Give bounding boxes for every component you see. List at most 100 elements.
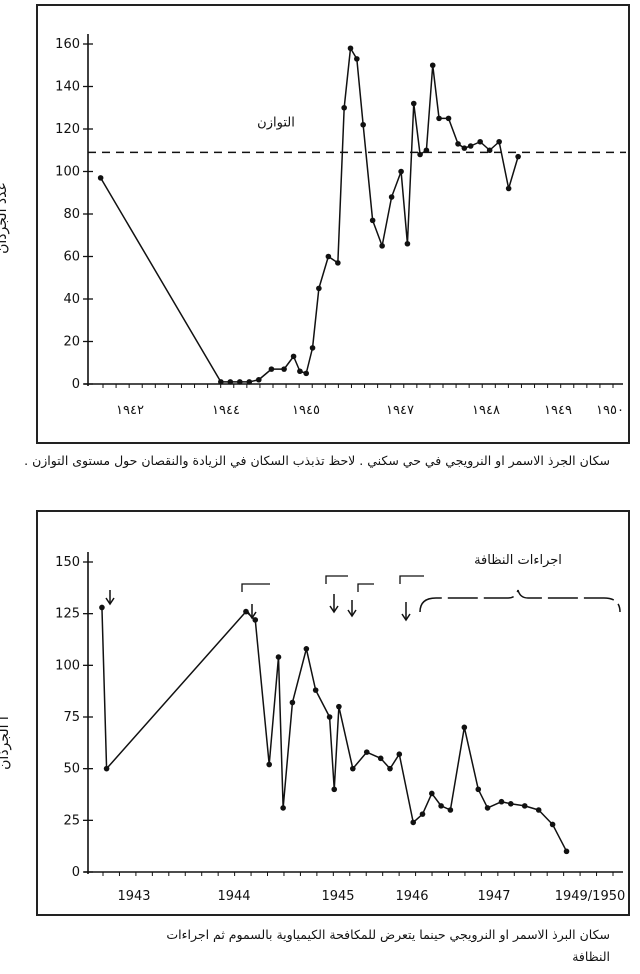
chart-2-data-point — [336, 703, 342, 710]
chart-2-data-point — [410, 819, 417, 826]
chart-2-data-point — [243, 608, 249, 615]
chart-1-data-point — [417, 151, 423, 158]
chart-1-data-point — [303, 370, 310, 377]
chart-1-x-tick-label: ١٩٤٤ — [212, 403, 240, 418]
chart-1-data-point — [297, 368, 303, 375]
chart-2-data-point — [99, 604, 105, 611]
chart-1-x-tick-label: ١٩٤٧ — [386, 403, 414, 418]
chart-2-data-point — [275, 654, 282, 660]
chart-1-data-point — [436, 115, 442, 122]
chart-2-cleanup-brace — [419, 589, 621, 613]
chart-1-data-point — [410, 100, 417, 107]
chart-2-arrow-head — [105, 597, 115, 606]
chart-2-data-point — [377, 755, 384, 762]
chart-2-data-point — [475, 786, 482, 793]
chart-2-y-tick-label: 0 — [72, 865, 80, 880]
chart-1-data-point — [496, 138, 502, 145]
chart-2-x-tick-label: 1945 — [321, 889, 354, 904]
chart-1-data-point — [325, 253, 332, 260]
chart-2-x-tick-label: 1949/1950 — [555, 889, 626, 904]
chart-1-y-axis-label: عدد الجرذان — [0, 182, 10, 254]
chart-1-y-tick-label: 160 — [55, 37, 80, 52]
chart-2-y-tick-label: 25 — [63, 813, 80, 828]
chart-1-plot: 0 20 40 60 80 100 120 140 160 ١٩٤٢ ١٩٤٤ ١٩٤٥ ١٩٤٧ ١٩٤… — [55, 34, 626, 418]
chart-1-data-point — [360, 121, 366, 128]
chart-1-y-tick-label: 60 — [63, 250, 80, 265]
chart-2-data-point — [396, 751, 403, 757]
chart-2-y-tick-label: 100 — [55, 658, 80, 673]
chart-2-data-point — [331, 786, 338, 793]
chart-2-caption-line-1: سكان البرذ الاسمر او النرويجي حينما يتعر… — [166, 927, 610, 942]
chart-1-data-point — [309, 345, 316, 351]
chart-1-caption: سكان الجرذ الاسمر او النرويجي في حي سكني… — [24, 453, 610, 468]
chart-2-x-tick-label: 1946 — [395, 889, 428, 904]
chart-1-data-point — [515, 153, 521, 160]
chart-2-caption-line-2: النظافة — [572, 949, 610, 964]
chart-1-data-point — [486, 147, 493, 154]
chart-2-data-point — [419, 811, 426, 817]
chart-1-y-tick-label: 20 — [63, 335, 80, 350]
chart-2-plot: 0 25 50 75 100 125 150 1943 1944 1945 1946 1947 1949… — [55, 552, 626, 904]
chart-2-arrow-head — [347, 609, 357, 618]
chart-2-data-point — [461, 724, 468, 731]
chart-1-y-tick-label: 40 — [63, 292, 80, 307]
chart-2-caption: سكان البرذ الاسمر او النرويجي حينما يتعر… — [20, 924, 610, 968]
chart-2-arrow-head — [247, 611, 257, 620]
chart-1-data-point — [398, 168, 404, 175]
chart-2-bracket-marker — [399, 575, 424, 584]
chart-2-series-line — [101, 607, 568, 852]
chart-1-data-point — [388, 194, 395, 200]
chart-2-y-tick-label: 150 — [55, 555, 80, 570]
chart-panel-2: 0 25 50 75 100 125 150 1943 1944 1945 1946 1947 1949… — [36, 510, 630, 916]
chart-2-data-point — [447, 807, 454, 813]
chart-1-data-point — [255, 376, 262, 383]
chart-1-data-point — [290, 353, 297, 360]
chart-2-arrow-head — [329, 605, 339, 614]
chart-1-data-point — [404, 240, 411, 247]
chart-1-data-point — [369, 217, 376, 224]
chart-2-data-point — [535, 807, 542, 813]
chart-1-y-tick-label: 0 — [72, 377, 80, 392]
chart-2-data-point — [303, 646, 310, 652]
chart-2-data-point — [289, 699, 296, 706]
chart-1-data-point — [237, 379, 243, 385]
chart-1-data-point — [268, 366, 275, 372]
chart-2-data-point — [103, 765, 110, 772]
chart-1-data-point — [429, 62, 436, 69]
chart-2-y-tick-label: 75 — [63, 710, 80, 725]
chart-2-data-point — [326, 714, 333, 720]
chart-2-y-tick-label: 50 — [63, 762, 80, 777]
chart-1-equilibrium-label: التوازن — [257, 115, 295, 130]
chart-2-data-point — [438, 803, 444, 809]
chart-1-data-point — [227, 379, 234, 385]
chart-2-data-point — [280, 805, 286, 811]
chart-1-x-tick-label: ١٩٤٨ — [472, 403, 500, 418]
chart-2-data-point — [484, 805, 491, 811]
chart-2-arrow-head — [401, 613, 411, 622]
chart-1-data-point — [246, 379, 253, 385]
chart-1-data-point — [505, 185, 512, 192]
chart-1-data-point — [455, 141, 461, 147]
chart-1-x-tick-label: ١٩٤٢ — [116, 403, 144, 418]
chart-1-data-point — [347, 45, 354, 52]
chart-2-data-point — [563, 848, 570, 855]
chart-panel-1: 0 20 40 60 80 100 120 140 160 ١٩٤٢ ١٩٤٤ ١٩٤٥ ١٩٤٧ ١٩٤… — [36, 4, 630, 444]
chart-1-y-tick-label: 120 — [55, 122, 80, 137]
chart-1-data-point — [354, 56, 360, 62]
chart-1-data-point — [445, 115, 452, 122]
chart-1-data-point — [97, 175, 104, 181]
chart-2-y-tick-label: 125 — [55, 607, 80, 622]
chart-1-y-tick-label: 80 — [63, 207, 80, 222]
chart-1-x-tick-label: ١٩٤٥ — [292, 403, 320, 418]
chart-2-data-point — [429, 790, 435, 797]
chart-1-x-tick-label: ١٩٥٠ — [596, 403, 624, 418]
chart-1-data-point — [341, 104, 347, 111]
chart-2-bracket-marker — [325, 575, 348, 584]
chart-1-data-point — [477, 138, 483, 145]
chart-1-data-point — [461, 145, 468, 151]
chart-1-series-line — [100, 47, 519, 383]
chart-2-data-point — [252, 617, 259, 623]
chart-2-x-tick-label: 1947 — [477, 889, 510, 904]
chart-2-data-point — [521, 803, 528, 809]
chart-2-data-point — [312, 687, 319, 693]
